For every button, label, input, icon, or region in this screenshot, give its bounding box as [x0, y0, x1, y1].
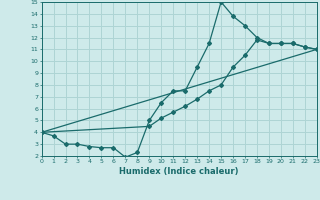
X-axis label: Humidex (Indice chaleur): Humidex (Indice chaleur) — [119, 167, 239, 176]
